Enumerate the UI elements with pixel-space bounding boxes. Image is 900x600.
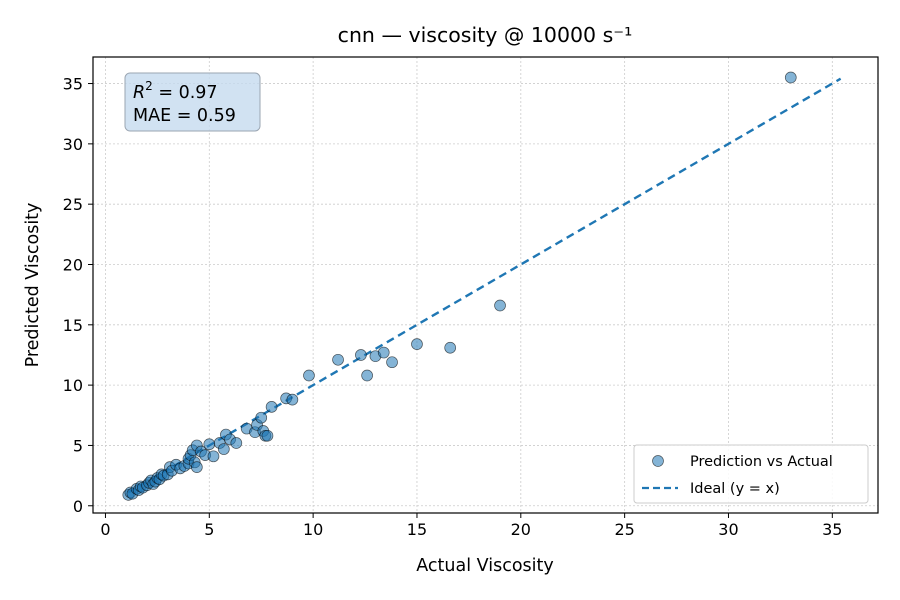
x-tick-label: 5 [204, 520, 214, 539]
y-tick-label: 25 [63, 195, 83, 214]
data-point [784, 71, 797, 84]
legend: Prediction vs Actual Ideal (y = x) [633, 444, 869, 504]
chart-title: cnn — viscosity @ 10000 s⁻¹ [338, 23, 633, 47]
data-point [265, 400, 278, 413]
x-axis-label: Actual Viscosity [416, 556, 553, 576]
x-tick-label: 20 [511, 520, 531, 539]
axis-ticks: 0 5 10 15 20 25 30 35 0 5 10 15 20 25 30 35 [63, 75, 843, 539]
data-point [411, 338, 423, 350]
x-tick-label: 0 [100, 520, 110, 539]
y-axis-label: Predicted Viscosity [23, 203, 43, 368]
data-point [303, 369, 315, 382]
y-tick-label: 30 [63, 135, 83, 154]
data-point [203, 438, 216, 451]
data-point [286, 393, 299, 406]
legend-label-scatter: Prediction vs Actual [690, 454, 833, 470]
y-tick-label: 20 [63, 255, 83, 274]
data-point [377, 346, 390, 359]
y-tick-label: 0 [73, 497, 83, 516]
legend-scatter-marker [652, 455, 664, 467]
data-points [122, 71, 797, 501]
data-point [207, 450, 220, 463]
data-point [361, 369, 373, 382]
data-point [261, 429, 274, 442]
data-point [217, 443, 230, 455]
r2-value: = 0.97 [153, 83, 218, 103]
data-point [230, 437, 243, 449]
legend-frame [633, 444, 869, 504]
y-tick-label: 15 [63, 316, 83, 335]
data-point [255, 411, 268, 424]
grid-lines [93, 57, 878, 513]
stats-box-background [124, 72, 261, 132]
y-tick-label: 35 [63, 75, 83, 94]
plot-frame [92, 56, 879, 514]
x-tick-label: 35 [822, 520, 842, 539]
stats-box: R2 = 0.97 MAE = 0.59 [124, 72, 261, 132]
x-tick-label: 25 [614, 520, 634, 539]
x-tick-label: 15 [407, 520, 427, 539]
y-tick-label: 5 [73, 436, 83, 455]
r2-exponent: 2 [145, 79, 153, 93]
r2-stat: R2 = 0.97 [133, 79, 218, 103]
y-tick-label: 10 [63, 376, 83, 395]
data-point [494, 299, 506, 312]
data-point [355, 349, 367, 361]
mae-stat: MAE = 0.59 [133, 106, 236, 126]
ideal-line [127, 77, 842, 494]
x-tick-label: 10 [303, 520, 323, 539]
x-tick-label: 30 [718, 520, 738, 539]
data-point [332, 353, 344, 366]
data-point [444, 341, 457, 354]
ideal-line-layer [127, 77, 842, 494]
data-point [386, 356, 398, 369]
r2-symbol: R [133, 83, 145, 103]
data-point [190, 461, 203, 474]
legend-label-ideal: Ideal (y = x) [690, 481, 780, 497]
